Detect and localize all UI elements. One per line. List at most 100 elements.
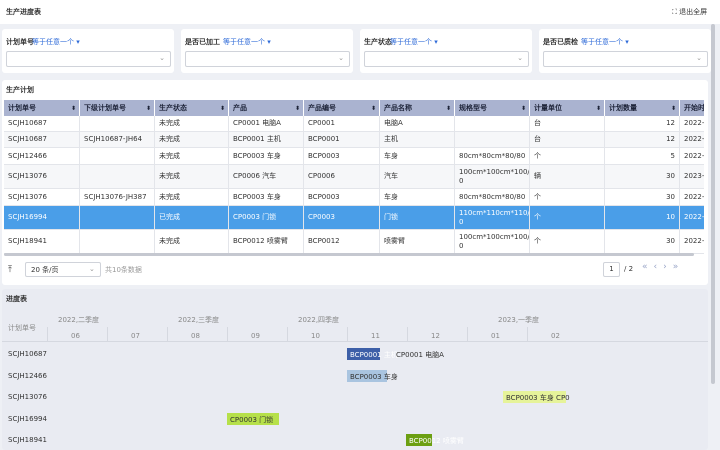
table-cell[interactable]: 个 (530, 148, 605, 165)
gantt-bar[interactable] (503, 391, 566, 404)
table-cell[interactable]: 已完成 (155, 206, 229, 230)
table-cell[interactable]: 100cm*100cm*100/10 0 (455, 165, 530, 189)
gantt-bar[interactable] (347, 369, 387, 382)
table-cell[interactable]: 12 (605, 132, 680, 148)
filter-select[interactable]: ⌄ (6, 51, 171, 67)
gantt-bar[interactable] (406, 434, 432, 447)
filter-op[interactable]: 等于任意一个 ▾ (32, 38, 80, 46)
pin-icon[interactable]: ⤒ (8, 265, 12, 275)
table-cell[interactable]: CP0003 (304, 206, 380, 230)
table-cell[interactable]: 2022- (680, 189, 704, 206)
table-cell[interactable]: CP0003 门锁 (229, 206, 304, 230)
table-cell[interactable] (80, 116, 155, 132)
table-cell[interactable]: SCJH13076 (4, 165, 80, 189)
table-cell[interactable]: 2022- (680, 116, 704, 132)
table-cell[interactable] (80, 206, 155, 230)
table-cell[interactable]: SCJH10687 (4, 116, 80, 132)
table-cell[interactable]: 2022- (680, 148, 704, 165)
gantt-bar[interactable] (227, 412, 279, 425)
table-cell[interactable]: 未完成 (155, 132, 229, 148)
table-cell[interactable]: SCJH13076-JH387 (80, 189, 155, 206)
table-cell[interactable]: CP0006 (304, 165, 380, 189)
table-cell[interactable] (80, 165, 155, 189)
column-header[interactable]: 下级计划单号 ⬍ (80, 100, 155, 116)
table-cell[interactable]: 未完成 (155, 148, 229, 165)
table-cell[interactable]: BCP0003 车身 (229, 148, 304, 165)
table-cell[interactable]: 30 (605, 230, 680, 254)
table-cell[interactable]: SCJH18941 (4, 230, 80, 254)
table-cell[interactable]: 未完成 (155, 165, 229, 189)
table-cell[interactable]: CP0001 (304, 116, 380, 132)
column-header[interactable]: 计量单位 ⬍ (530, 100, 605, 116)
table-cell[interactable]: 2022- (680, 230, 704, 254)
table-cell[interactable]: SCJH12466 (4, 148, 80, 165)
table-cell[interactable]: 电脑A (380, 116, 455, 132)
table-cell[interactable]: BCP0001 (304, 132, 380, 148)
column-header[interactable]: 计划数量 ⬍ (605, 100, 680, 116)
table-cell[interactable]: 个 (530, 206, 605, 230)
table-cell[interactable]: BCP0003 (304, 148, 380, 165)
column-header[interactable]: 生产状态 ⬍ (155, 100, 229, 116)
table-cell[interactable]: 110cm*110cm*110/11 0 (455, 206, 530, 230)
column-header[interactable]: 规格型号 ⬍ (455, 100, 530, 116)
table-cell[interactable]: 个 (530, 230, 605, 254)
filter-op[interactable]: 等于任意一个 ▾ (581, 38, 629, 46)
filter-select[interactable]: ⌄ (364, 51, 529, 67)
table-cell[interactable]: 80cm*80cm*80/80 (455, 148, 530, 165)
table-cell[interactable]: 2023- (680, 165, 704, 189)
table-cell[interactable]: BCP0003 车身 (229, 189, 304, 206)
table-cell[interactable]: 12 (605, 116, 680, 132)
table-cell[interactable] (455, 116, 530, 132)
table-cell[interactable]: 10 (605, 206, 680, 230)
page-size[interactable]: 20 条/页 ⌄ (25, 262, 101, 277)
column-header[interactable]: 开始时 (680, 100, 704, 116)
table-cell[interactable]: 80cm*80cm*80/80 (455, 189, 530, 206)
table-cell[interactable]: BCP0012 (304, 230, 380, 254)
table-cell[interactable]: 汽车 (380, 165, 455, 189)
table-cell[interactable]: 未完成 (155, 116, 229, 132)
table-cell[interactable]: 30 (605, 165, 680, 189)
table-cell[interactable]: 台 (530, 132, 605, 148)
table-cell[interactable] (80, 230, 155, 254)
table-cell[interactable]: 台 (530, 116, 605, 132)
column-header[interactable]: 产品 ⬍ (229, 100, 304, 116)
table-cell[interactable]: 个 (530, 189, 605, 206)
table-cell[interactable]: 主机 (380, 132, 455, 148)
table-cell[interactable]: 2022- (680, 132, 704, 148)
table-cell[interactable]: 门锁 (380, 206, 455, 230)
page-input[interactable]: 1 (603, 262, 620, 277)
filter-op[interactable]: 等于任意一个 ▾ (223, 38, 271, 46)
exit-text[interactable]: 退出全屏 (679, 8, 708, 16)
table-cell[interactable]: CP0006 汽车 (229, 165, 304, 189)
table-cell[interactable]: BCP0012 喷雾臂 (229, 230, 304, 254)
table-cell[interactable]: SCJH10687-JH64 (80, 132, 155, 148)
table-cell[interactable]: 车身 (380, 148, 455, 165)
table-cell[interactable]: SCJH16994 (4, 206, 80, 230)
table-cell[interactable] (80, 148, 155, 165)
table-cell[interactable]: 未完成 (155, 189, 229, 206)
table-cell[interactable]: 5 (605, 148, 680, 165)
table-cell[interactable]: 2022- (680, 206, 704, 230)
table-cell[interactable]: 车身 (380, 189, 455, 206)
month-line (407, 327, 408, 341)
column-header[interactable]: 产品名称 ⬍ (380, 100, 455, 116)
gantt-bar[interactable] (347, 348, 380, 360)
table-cell[interactable]: 100cm*100cm*100/10 0 (455, 230, 530, 254)
table-cell[interactable]: BCP0003 (304, 189, 380, 206)
table-cell[interactable]: 喷雾臂 (380, 230, 455, 254)
filter-op[interactable]: 等于任意一个 ▾ (390, 38, 438, 46)
exit-fullscreen[interactable]: ⛶ 退出全屏 (672, 8, 708, 16)
table-cell[interactable]: SCJH13076 (4, 189, 80, 206)
table-cell[interactable]: SCJH10687 (4, 132, 80, 148)
pager-buttons[interactable]: «‹›» (642, 262, 685, 272)
table-cell[interactable]: BCP0001 主机 (229, 132, 304, 148)
table-cell[interactable] (455, 132, 530, 148)
table-cell[interactable]: CP0001 电脑A (229, 116, 304, 132)
table-cell[interactable]: 未完成 (155, 230, 229, 254)
table-cell[interactable]: 30 (605, 189, 680, 206)
column-header[interactable]: 产品编号 ⬍ (304, 100, 380, 116)
filter-select[interactable]: ⌄ (185, 51, 350, 67)
filter-select[interactable]: ⌄ (543, 51, 708, 67)
table-cell[interactable]: 辆 (530, 165, 605, 189)
column-header[interactable]: 计划单号 ⬍ (4, 100, 80, 116)
